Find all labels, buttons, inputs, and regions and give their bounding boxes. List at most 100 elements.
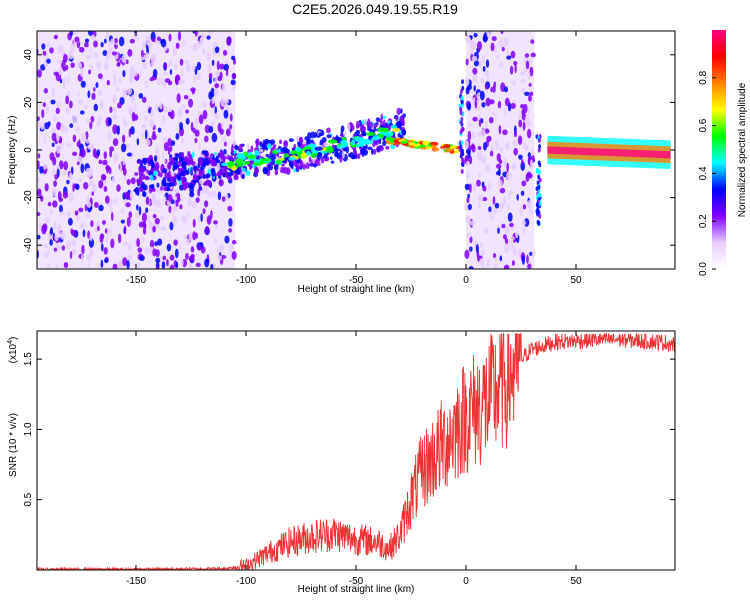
spectral-blob [37, 234, 41, 240]
spectral-blob [223, 109, 229, 119]
spectral-blob [211, 132, 218, 143]
spectral-blob [395, 121, 402, 127]
spectral-blob [191, 200, 197, 209]
spectral-blob [144, 129, 148, 140]
spectral-blob [56, 100, 61, 108]
spectrogram-ylabel: Frequency (Hz) [7, 116, 18, 185]
spectral-blob [357, 153, 361, 160]
spectral-blob [188, 98, 194, 108]
spectral-blob [86, 119, 92, 124]
spectral-blob [459, 129, 463, 135]
spectral-blob [111, 176, 116, 183]
spectral-blob [92, 184, 97, 194]
spectral-blob [77, 92, 80, 98]
spectral-blob [85, 38, 90, 44]
spectral-blob [169, 182, 176, 187]
spectral-blob [89, 232, 93, 242]
spectral-blob [178, 174, 181, 181]
spectral-blob [231, 250, 237, 260]
spectral-blob [459, 120, 463, 126]
spectral-blob [121, 134, 126, 144]
spectral-blob [478, 59, 482, 69]
spectral-blob [517, 135, 523, 146]
spectral-blob [181, 151, 185, 159]
spectral-blob [490, 42, 495, 52]
spectral-blob [68, 192, 74, 203]
spectral-blob [290, 164, 294, 169]
spectral-blob [68, 100, 73, 109]
spectral-blob [241, 173, 245, 180]
spectral-blob [63, 53, 68, 63]
spectral-blob [142, 191, 146, 197]
spectral-blob [377, 127, 386, 133]
spectral-blob [200, 35, 204, 45]
spectral-blob [494, 256, 497, 262]
spectral-blob [53, 221, 57, 231]
spectral-blob [506, 162, 510, 172]
spectral-blob [513, 147, 518, 156]
spectral-blob [106, 50, 112, 59]
spectral-blob [185, 170, 189, 176]
spectral-blob [302, 163, 306, 170]
spectral-blob [139, 255, 145, 261]
spectral-blob [492, 111, 495, 116]
spectral-blob [112, 114, 118, 120]
spectral-blob [473, 85, 476, 92]
spectral-blob [507, 212, 513, 222]
spectral-blob [169, 254, 175, 261]
spectral-blob [472, 116, 478, 122]
spectral-blob [53, 71, 59, 76]
spectral-blob [379, 133, 384, 140]
spectral-blob [175, 153, 179, 161]
spectral-blob [241, 168, 246, 172]
spectral-blob [312, 163, 318, 168]
spectral-blob [140, 49, 144, 58]
spectral-blob [185, 238, 191, 246]
spectral-blob [85, 54, 91, 60]
spectral-blob [173, 239, 178, 246]
spectral-blob [37, 211, 41, 217]
spectral-blob [210, 120, 216, 127]
spectral-blob [46, 41, 51, 47]
spectral-blob [145, 207, 149, 214]
spectral-blob [212, 155, 215, 161]
spectral-blob [113, 152, 119, 163]
spectral-blob [504, 141, 510, 151]
spectral-blob [210, 159, 215, 166]
spectral-blob [449, 145, 458, 149]
spectral-blob [245, 170, 251, 176]
spectral-blob [479, 90, 485, 101]
spectral-blob [61, 77, 67, 84]
spectral-blob [316, 161, 321, 166]
spectral-blob [217, 246, 220, 256]
spectral-blob [272, 144, 277, 149]
spectral-blob [130, 177, 136, 185]
spectral-blob [56, 121, 62, 131]
spectral-blob [181, 40, 186, 46]
spectral-blob [487, 182, 492, 192]
spectral-blob [477, 253, 480, 262]
spectral-blob [84, 204, 88, 212]
spectral-blob [112, 198, 118, 204]
spectral-blob [267, 164, 274, 171]
spectral-blob [122, 167, 127, 176]
spectral-blob [262, 153, 266, 159]
spectral-blob [183, 180, 188, 189]
spectral-blob [442, 144, 451, 149]
spectral-blob [342, 151, 345, 159]
spectral-blob [189, 184, 195, 189]
spectral-blob [162, 168, 168, 174]
spectral-blob [106, 227, 112, 237]
spectral-blob [44, 183, 49, 192]
spectral-blob [371, 148, 374, 155]
spectral-blob [359, 141, 365, 147]
spectral-blob [188, 231, 194, 242]
spectral-blob [467, 130, 472, 141]
spectral-blob [195, 262, 201, 268]
x-tick-label: -100 [236, 576, 256, 587]
spectral-blob [390, 124, 398, 129]
spectral-blob [101, 220, 106, 225]
spectral-blob [537, 137, 541, 143]
spectral-blob [114, 38, 118, 44]
spectral-blob [520, 190, 525, 196]
